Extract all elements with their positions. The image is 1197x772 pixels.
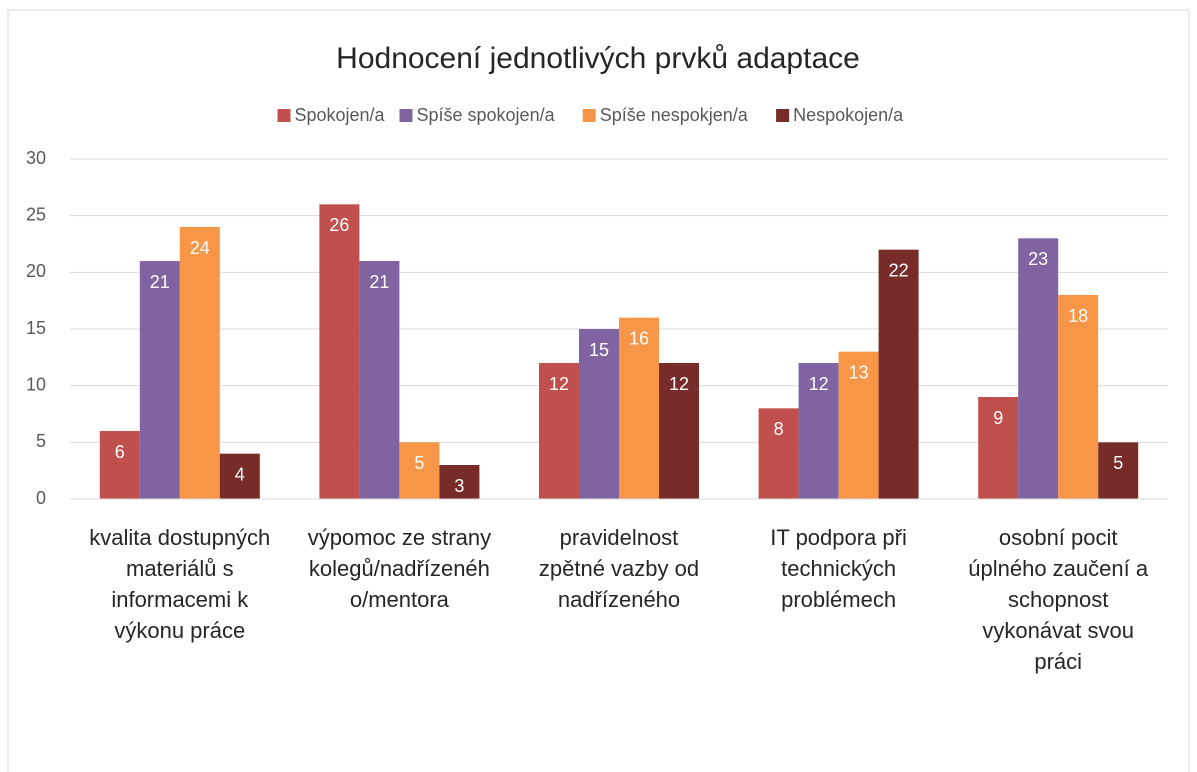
bar	[99, 431, 140, 499]
value-label: 26	[329, 215, 349, 235]
value-label: 24	[190, 238, 210, 258]
bar	[399, 442, 440, 499]
legend-label: Spokojen/a	[295, 105, 386, 125]
value-label: 22	[889, 260, 909, 280]
legend-label: Spíše spokojen/a	[417, 105, 556, 125]
value-label: 8	[774, 419, 784, 439]
legend-label: Nespokojen/a	[793, 105, 904, 125]
bar	[579, 329, 619, 499]
bar	[798, 363, 839, 499]
value-label: 5	[1113, 453, 1123, 473]
y-tick-label: 10	[26, 374, 46, 394]
bar	[219, 453, 260, 499]
bar	[179, 227, 220, 499]
chart-title: Hodnocení jednotlivých prvků adaptace	[336, 42, 860, 75]
bar	[1058, 295, 1099, 499]
chart-border	[7, 9, 1190, 772]
y-tick-label: 30	[26, 148, 46, 168]
value-label: 18	[1068, 306, 1088, 326]
value-label: 5	[414, 453, 424, 473]
x-tick-label: pravidelnost zpětné vazby od nadřízeného	[538, 525, 700, 612]
value-label: 15	[589, 340, 609, 360]
bar	[319, 204, 360, 500]
legend-label: Spíše nespokjen/a	[600, 105, 749, 125]
x-tick-label: IT podpora při technických problémech	[770, 525, 907, 612]
y-tick-label: 15	[26, 318, 46, 338]
y-tick-label: 20	[26, 261, 46, 281]
legend-swatch	[277, 109, 291, 122]
value-label: 4	[235, 464, 245, 484]
bar	[978, 397, 1019, 499]
legend-swatch	[399, 109, 413, 122]
value-label: 6	[115, 442, 125, 462]
value-label: 23	[1028, 249, 1048, 269]
legend-swatch	[582, 109, 596, 122]
bar	[878, 249, 919, 499]
bar	[758, 408, 799, 499]
x-tick-label: výpomoc ze strany kolegů/nadřízeného/men…	[307, 525, 492, 612]
value-label: 21	[150, 272, 170, 292]
x-tick-label: osobní pocit úplného zaučení a schopnost…	[968, 525, 1149, 674]
bar	[439, 465, 480, 499]
value-label: 16	[629, 328, 649, 348]
bar	[1018, 238, 1059, 500]
bar	[838, 351, 879, 499]
y-tick-label: 0	[36, 488, 46, 508]
value-label: 9	[993, 408, 1003, 428]
bar	[139, 261, 180, 499]
value-label: 12	[549, 374, 569, 394]
bar	[359, 261, 400, 499]
y-tick-label: 5	[36, 431, 46, 451]
legend-swatch	[776, 109, 790, 122]
x-tick-label: kvalita dostupných materiálů s informace…	[89, 525, 271, 643]
bar	[539, 363, 579, 499]
value-label: 13	[849, 362, 869, 382]
bar	[619, 317, 659, 499]
bar	[659, 363, 699, 499]
y-tick-label: 25	[26, 204, 46, 224]
value-label: 3	[454, 476, 464, 496]
value-label: 12	[809, 374, 829, 394]
value-label: 21	[369, 272, 389, 292]
bar	[1098, 442, 1139, 499]
value-label: 12	[669, 374, 689, 394]
